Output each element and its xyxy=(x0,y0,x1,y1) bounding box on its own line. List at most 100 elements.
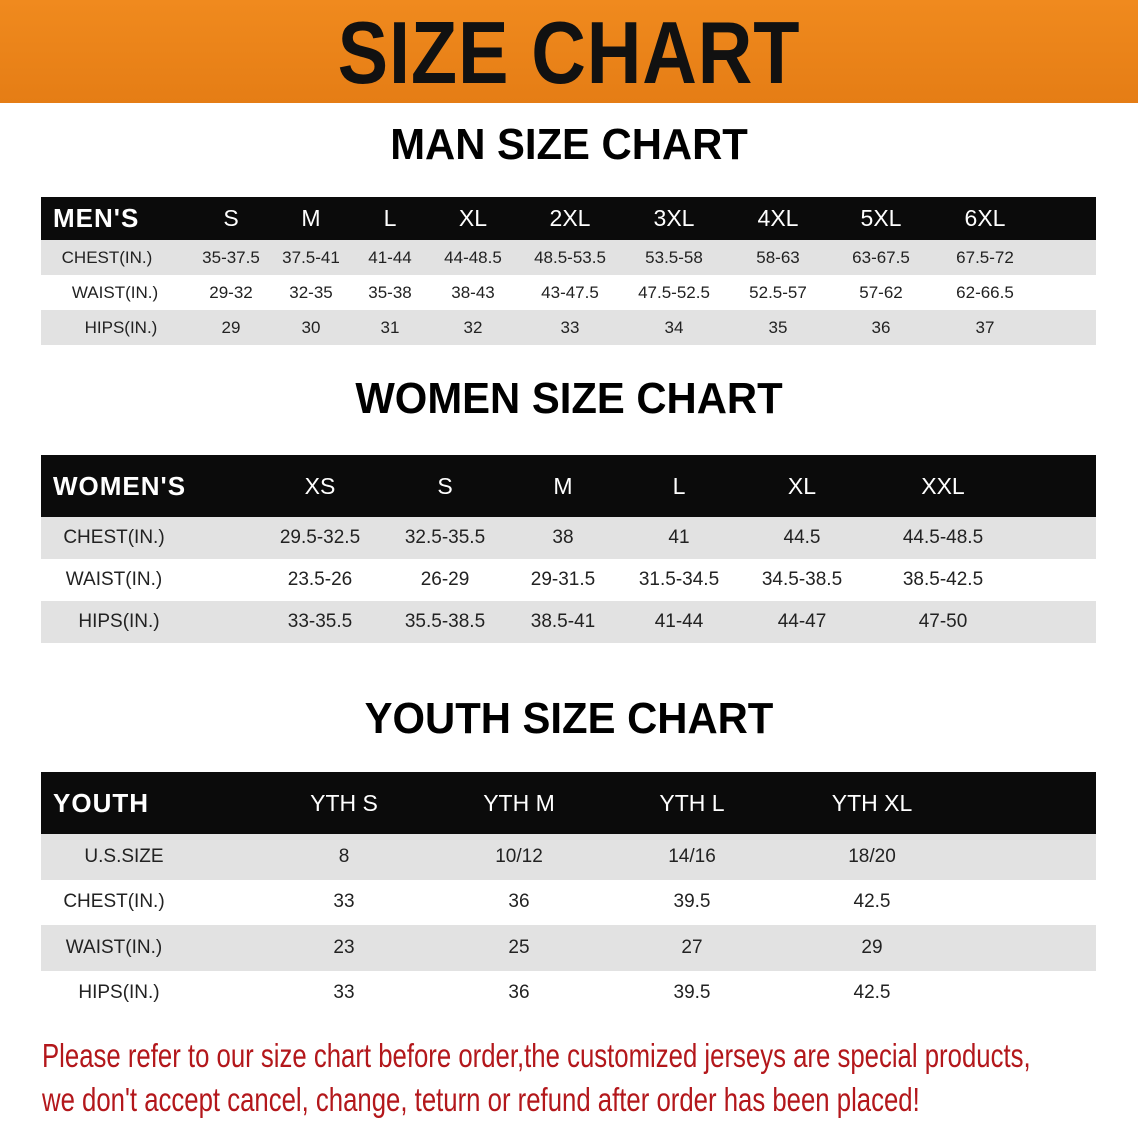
measure-label: WAIST(IN.) xyxy=(65,569,163,590)
table-cell: 32-35 xyxy=(289,282,333,302)
size-header: XL xyxy=(458,205,488,231)
table-cell: 35-37.5 xyxy=(202,247,260,267)
table-row: HIPS(IN.) 33 36 39.5 42.5 xyxy=(41,970,1096,1016)
size-header: XXL xyxy=(921,472,965,499)
size-header: YTH L xyxy=(659,789,725,816)
table-title-cell: YOUTH xyxy=(53,787,149,818)
table-title-cell: MEN'S xyxy=(53,203,140,233)
table-cell: 36 xyxy=(508,982,530,1004)
table-cell: 52.5-57 xyxy=(749,282,807,302)
size-header: 5XL xyxy=(860,205,902,231)
table-cell: 29 xyxy=(221,317,241,337)
table-cell: 31 xyxy=(380,317,400,337)
measure-label: HIPS(IN.) xyxy=(78,982,160,1004)
table-cell: 32.5-35.5 xyxy=(404,527,486,548)
size-header: XL xyxy=(787,472,817,499)
table-cell: 36 xyxy=(508,891,530,913)
table-cell: 37 xyxy=(975,317,995,337)
youth-section-title: YOUTH SIZE CHART xyxy=(364,694,774,743)
table-cell: 31.5-34.5 xyxy=(638,569,720,590)
table-cell: 41-44 xyxy=(654,611,704,632)
table-cell: 57-62 xyxy=(859,282,903,302)
table-cell: 26-29 xyxy=(420,569,470,590)
table-cell: 32 xyxy=(463,317,483,337)
banner-title: SIZE CHART xyxy=(337,3,801,102)
table-cell: 38 xyxy=(552,527,574,548)
table-cell: 35 xyxy=(768,317,788,337)
header-row: WOMEN'S XS S M L XL XXL xyxy=(41,455,1096,517)
measure-label: CHEST(IN.) xyxy=(61,247,153,267)
size-header: YTH S xyxy=(310,789,378,816)
table-cell: 39.5 xyxy=(673,891,711,913)
table-cell: 14/16 xyxy=(668,845,716,867)
size-header: M xyxy=(553,472,573,499)
table-row: CHEST(IN.) 35-37.5 37.5-41 41-44 44-48.5 48.5… xyxy=(41,240,1096,275)
size-header: 3XL xyxy=(653,205,695,231)
table-cell: 36 xyxy=(871,317,891,337)
table-cell: 27 xyxy=(681,936,703,958)
notice-line-2: we don't accept cancel, change, teturn o… xyxy=(42,1081,920,1118)
table-cell: 23.5-26 xyxy=(287,569,353,590)
table-cell: 29-32 xyxy=(209,282,253,302)
header-row: YOUTH YTH S YTH M YTH L YTH XL xyxy=(41,772,1096,834)
notice-line-1: Please refer to our size chart before or… xyxy=(42,1037,1031,1074)
table-cell: 44.5 xyxy=(783,527,821,548)
men-section-title: MAN SIZE CHART xyxy=(390,120,748,169)
table-cell: 25 xyxy=(508,936,530,958)
size-header: M xyxy=(301,205,321,231)
table-cell: 44-47 xyxy=(777,611,827,632)
table-cell: 42.5 xyxy=(853,982,891,1004)
table-cell: 39.5 xyxy=(673,982,711,1004)
table-cell: 44-48.5 xyxy=(444,247,502,267)
table-cell: 30 xyxy=(301,317,321,337)
table-row: HIPS(IN.) 29 30 31 32 33 34 35 36 37 xyxy=(41,310,1096,345)
size-header: L xyxy=(383,205,397,231)
measure-label: WAIST(IN.) xyxy=(65,936,163,958)
table-cell: 62-66.5 xyxy=(956,282,1014,302)
size-header: S xyxy=(223,205,239,231)
women-section-title: WOMEN SIZE CHART xyxy=(355,374,783,423)
banner: SIZE CHART xyxy=(0,0,1138,103)
table-cell: 43-47.5 xyxy=(541,282,599,302)
size-header: L xyxy=(672,472,686,499)
table-cell: 33-35.5 xyxy=(287,611,353,632)
table-cell: 41 xyxy=(668,527,690,548)
size-header: XS xyxy=(304,472,336,499)
table-cell: 33 xyxy=(333,891,355,913)
table-cell: 44.5-48.5 xyxy=(902,527,984,548)
table-cell: 47-50 xyxy=(918,611,968,632)
table-row: CHEST(IN.) 33 36 39.5 42.5 xyxy=(41,879,1096,925)
table-row: WAIST(IN.) 23 25 27 29 xyxy=(41,925,1096,971)
table-cell: 18/20 xyxy=(848,845,896,867)
table-row: U.S.SIZE 8 10/12 14/16 18/20 xyxy=(41,834,1096,880)
size-header: 4XL xyxy=(757,205,799,231)
table-cell: 34.5-38.5 xyxy=(761,569,843,590)
table-cell: 35.5-38.5 xyxy=(404,611,486,632)
table-cell: 42.5 xyxy=(853,891,891,913)
table-cell: 33 xyxy=(333,982,355,1004)
table-cell: 10/12 xyxy=(495,845,543,867)
size-header: S xyxy=(437,472,453,499)
table-cell: 8 xyxy=(338,845,350,867)
measure-label: HIPS(IN.) xyxy=(84,317,158,337)
table-cell: 29.5-32.5 xyxy=(279,527,361,548)
table-cell: 38.5-41 xyxy=(530,611,596,632)
header-row: MEN'S S M L XL 2XL 3XL 4XL 5XL 6XL xyxy=(41,197,1096,240)
measure-label: CHEST(IN.) xyxy=(63,527,165,548)
measure-label: U.S.SIZE xyxy=(84,845,164,867)
table-cell: 47.5-52.5 xyxy=(638,282,710,302)
size-header: 2XL xyxy=(549,205,591,231)
table-cell: 53.5-58 xyxy=(645,247,703,267)
table-cell: 38.5-42.5 xyxy=(902,569,984,590)
size-header: YTH M xyxy=(483,789,555,816)
table-title-cell: WOMEN'S xyxy=(53,470,187,501)
table-cell: 41-44 xyxy=(368,247,412,267)
table-cell: 34 xyxy=(664,317,684,337)
table-cell: 37.5-41 xyxy=(282,247,340,267)
table-cell: 63-67.5 xyxy=(852,247,910,267)
measure-label: HIPS(IN.) xyxy=(78,611,160,632)
table-row: HIPS(IN.) 33-35.5 35.5-38.5 38.5-41 41-44 44-… xyxy=(41,601,1096,643)
table-cell: 67.5-72 xyxy=(956,247,1014,267)
table-cell: 29-31.5 xyxy=(530,569,596,590)
measure-label: WAIST(IN.) xyxy=(71,282,159,302)
